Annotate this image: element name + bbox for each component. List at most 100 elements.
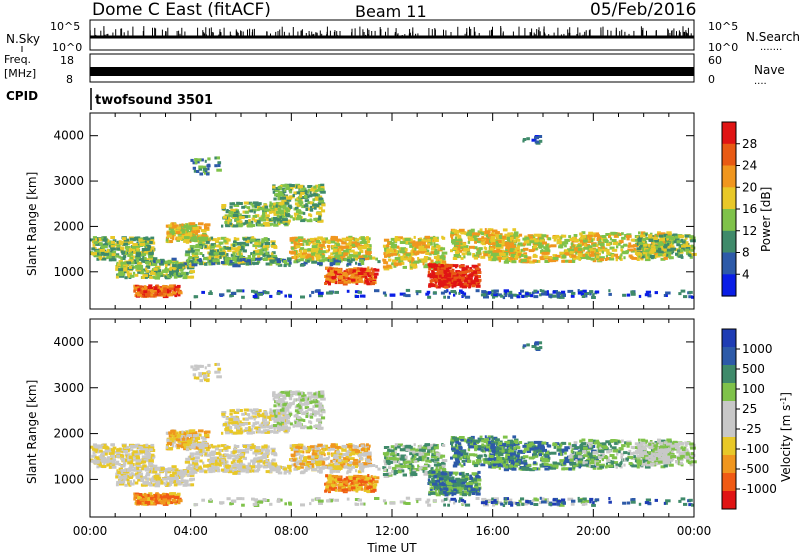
power-cell bbox=[214, 156, 217, 160]
power-cell bbox=[128, 265, 133, 269]
power-cell bbox=[262, 258, 268, 261]
power-cell bbox=[655, 249, 661, 253]
power-cell bbox=[539, 256, 543, 260]
power-cell bbox=[120, 240, 124, 244]
power-cell bbox=[170, 225, 175, 229]
velocity-cell bbox=[95, 457, 102, 461]
power-cell bbox=[454, 291, 457, 295]
power-cell bbox=[611, 239, 617, 242]
power-cell bbox=[271, 254, 278, 258]
power-cell bbox=[169, 273, 174, 277]
power-cell bbox=[337, 248, 342, 252]
power-cell bbox=[367, 274, 372, 277]
power-cell bbox=[318, 188, 324, 191]
power-cell bbox=[404, 238, 411, 241]
power-cell bbox=[189, 266, 195, 270]
power-cell bbox=[647, 294, 652, 298]
velocity-cell bbox=[182, 483, 188, 487]
power-cell bbox=[633, 247, 636, 251]
velocity-cell bbox=[120, 469, 127, 473]
power-cell bbox=[620, 245, 625, 249]
power-cell bbox=[133, 289, 136, 293]
power-cell bbox=[579, 251, 582, 255]
power-cell bbox=[202, 165, 207, 169]
power-cell bbox=[266, 244, 269, 248]
power-cell bbox=[95, 242, 99, 246]
power-cell bbox=[463, 247, 467, 251]
power-cell bbox=[488, 242, 494, 245]
velocity-cell bbox=[126, 468, 132, 472]
power-cell bbox=[197, 243, 201, 246]
power-cell bbox=[293, 191, 297, 195]
velocity-cell bbox=[178, 476, 181, 479]
power-cell bbox=[619, 240, 624, 244]
power-cell bbox=[237, 224, 243, 228]
power-cell bbox=[615, 258, 618, 262]
power-cell bbox=[217, 161, 222, 165]
velocity-cell bbox=[118, 463, 121, 466]
velocity-cell bbox=[120, 448, 124, 452]
power-cell bbox=[689, 248, 694, 252]
power-cell bbox=[331, 276, 336, 280]
power-cell bbox=[341, 251, 345, 255]
power-cell bbox=[216, 168, 222, 172]
power-cell bbox=[453, 293, 456, 297]
power-cell bbox=[405, 288, 411, 292]
power-cell bbox=[588, 256, 591, 260]
power-cell bbox=[611, 254, 614, 258]
velocity-cell bbox=[102, 450, 105, 454]
power-cell bbox=[254, 261, 259, 265]
velocity-cell bbox=[125, 453, 131, 457]
power-cell bbox=[366, 248, 372, 252]
power-cell bbox=[309, 294, 312, 298]
power-cell bbox=[135, 265, 140, 268]
power-cell bbox=[338, 251, 342, 255]
power-cell bbox=[318, 259, 321, 263]
power-cell bbox=[569, 251, 574, 255]
power-cell bbox=[329, 256, 336, 259]
power-cell bbox=[110, 247, 115, 251]
power-cell bbox=[313, 251, 319, 254]
power-cell bbox=[476, 247, 480, 251]
power-cell bbox=[218, 255, 222, 259]
power-cell bbox=[370, 267, 373, 271]
velocity-cell bbox=[182, 473, 185, 477]
power-cell bbox=[97, 242, 101, 246]
velocity-cell bbox=[172, 468, 179, 472]
power-cell bbox=[645, 255, 649, 259]
power-cell bbox=[313, 189, 319, 192]
power-cell bbox=[168, 224, 173, 228]
power-cell bbox=[297, 201, 304, 205]
power-cell bbox=[574, 244, 577, 248]
power-cell bbox=[370, 280, 373, 284]
power-cell bbox=[482, 242, 487, 246]
power-cell bbox=[273, 220, 276, 224]
power-cell bbox=[270, 262, 273, 266]
power-cell bbox=[348, 260, 353, 264]
power-cell bbox=[224, 241, 229, 245]
power-cell bbox=[427, 270, 431, 274]
power-cell bbox=[484, 247, 488, 251]
power-cell bbox=[150, 269, 154, 273]
velocity-cell bbox=[172, 477, 178, 481]
power-cell bbox=[459, 289, 463, 293]
power-cell bbox=[478, 247, 483, 251]
power-cell bbox=[432, 275, 438, 278]
power-cell bbox=[295, 217, 301, 221]
velocity-cell bbox=[170, 434, 174, 438]
power-cell bbox=[484, 241, 489, 245]
power-cell bbox=[164, 268, 170, 272]
power-cell bbox=[215, 156, 220, 160]
power-cell bbox=[518, 292, 522, 295]
power-cell bbox=[520, 243, 526, 247]
power-cell bbox=[128, 248, 133, 252]
power-cell bbox=[194, 161, 198, 165]
power-cell bbox=[383, 258, 387, 262]
power-cell bbox=[583, 246, 590, 250]
power-cell bbox=[588, 231, 594, 235]
velocity-cell bbox=[104, 452, 108, 456]
power-cell bbox=[297, 185, 301, 189]
power-cell bbox=[279, 186, 283, 190]
velocity-cell bbox=[180, 476, 184, 480]
